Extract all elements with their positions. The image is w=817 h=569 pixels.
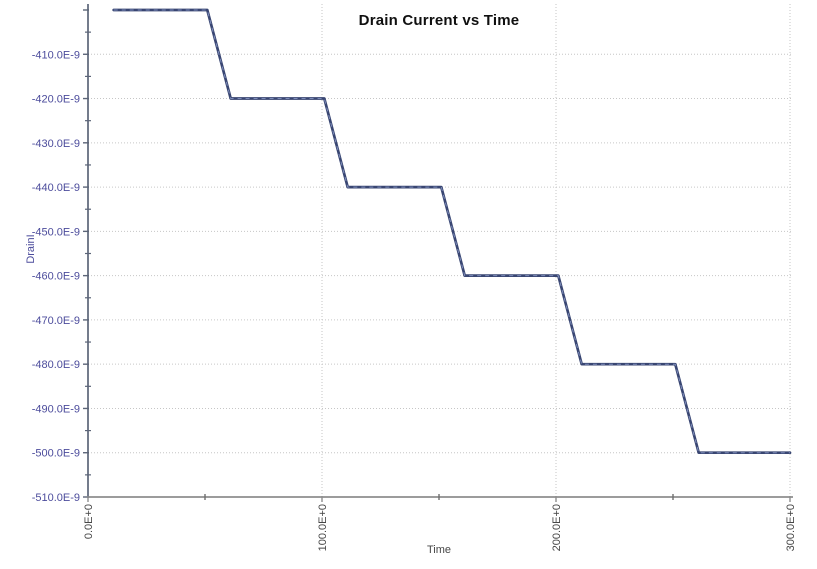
y-tick-label: -470.0E-9 <box>32 315 80 327</box>
y-tick-label: -420.0E-9 <box>32 94 80 106</box>
y-tick-label: -450.0E-9 <box>32 226 80 238</box>
y-tick-label: -410.0E-9 <box>32 49 80 61</box>
chart-title: Drain Current vs Time <box>358 12 520 29</box>
y-tick-label: -500.0E-9 <box>32 448 80 460</box>
x-tick-label: 200.0E+0 <box>551 504 563 551</box>
x-axis-title: Time <box>426 544 452 556</box>
x-tick-label: 100.0E+0 <box>317 504 329 551</box>
y-tick-label: -440.0E-9 <box>32 182 80 194</box>
y-tick-label: -490.0E-9 <box>32 403 80 415</box>
y-tick-label: -430.0E-9 <box>32 138 80 150</box>
x-tick-label: 0.0E+0 <box>83 504 95 539</box>
series-line-overlay <box>113 9 790 454</box>
y-tick-label: -480.0E-9 <box>32 359 80 371</box>
x-tick-label: 300.0E+0 <box>785 504 797 551</box>
y-tick-label: -510.0E-9 <box>32 492 80 504</box>
y-tick-label: -460.0E-9 <box>32 271 80 283</box>
